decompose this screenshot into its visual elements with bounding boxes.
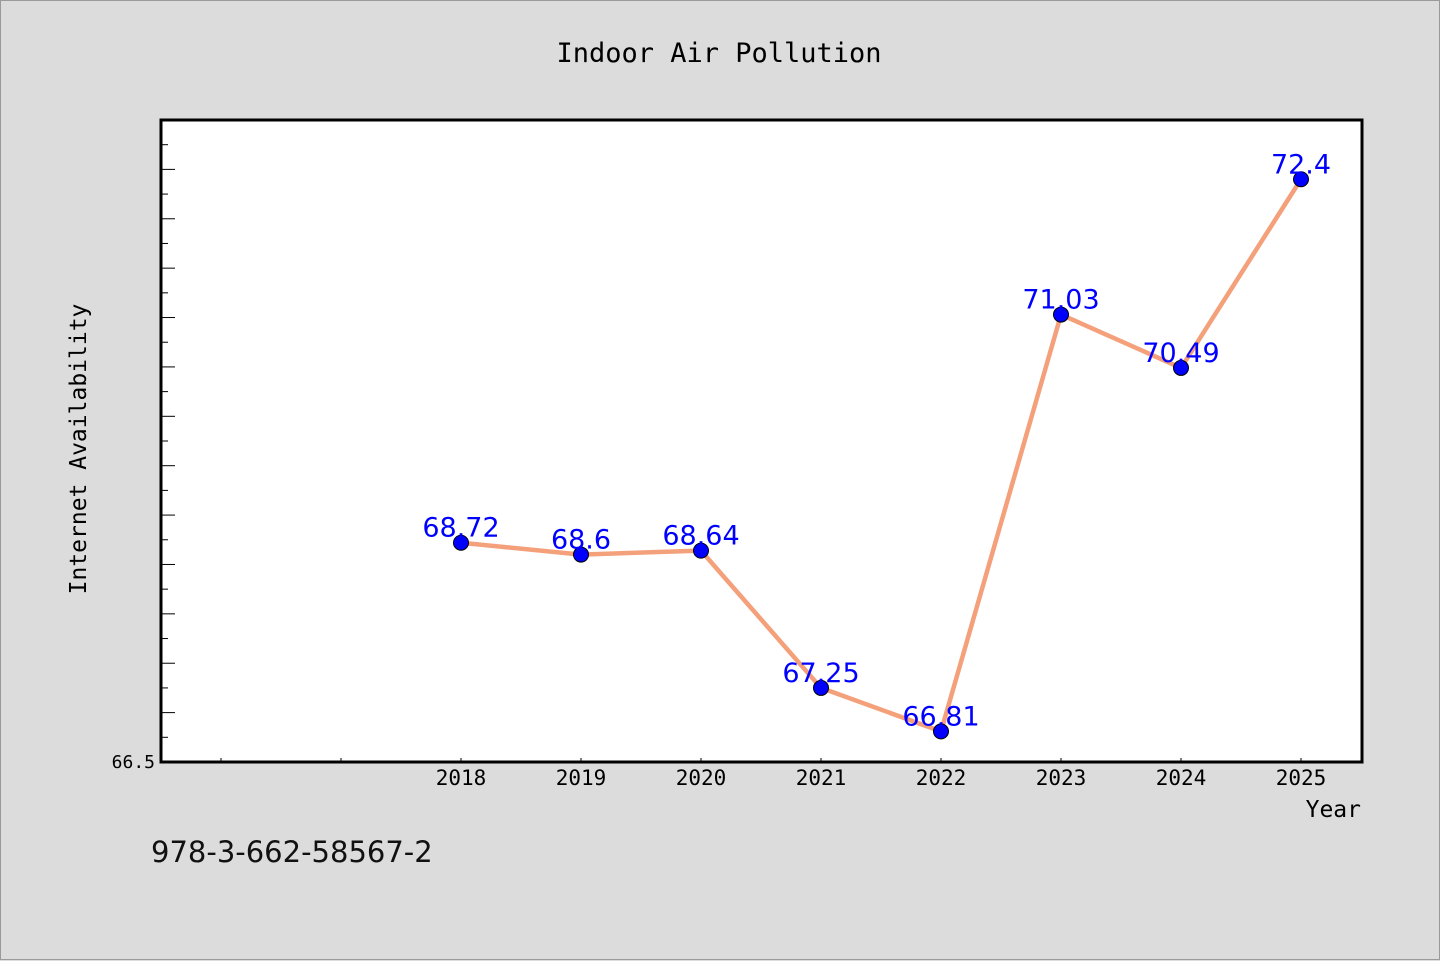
isbn-code: 978-3-662-58567-2	[151, 835, 433, 869]
data-label: 66.81	[902, 701, 979, 732]
y-axis-label: Internet Availability	[66, 304, 92, 595]
y-tick-label: 66.5	[112, 752, 155, 773]
data-point	[933, 723, 949, 740]
x-tick-label: 2025	[1276, 766, 1327, 790]
x-tick-label: 2018	[436, 766, 487, 790]
chart-title: Indoor Air Pollution	[556, 38, 881, 69]
data-point	[1053, 306, 1069, 323]
x-tick-label: 2022	[916, 766, 967, 790]
data-point	[1293, 171, 1309, 188]
x-tick-label: 2021	[796, 766, 847, 790]
data-point	[1173, 359, 1189, 376]
x-tick-label: 2020	[676, 766, 727, 790]
data-label: 68.72	[422, 513, 499, 544]
x-axis-label: Year	[1306, 797, 1361, 823]
data-point	[453, 534, 469, 551]
series-line-group	[458, 177, 1304, 734]
x-tick-label: 2019	[556, 766, 607, 790]
data-label: 70.49	[1142, 338, 1219, 369]
data-label: 71.03	[1022, 285, 1099, 316]
data-label: 72.4	[1271, 149, 1331, 180]
y-axis-ticks	[161, 119, 175, 763]
x-tick-label: 2024	[1156, 766, 1207, 790]
data-labels: 68.72 68.6 68.64 67.25 66.81 71.03 70.49 72.4	[422, 149, 1331, 732]
x-tick-labels: 2018 2019 2020 2021 2022 2023 2024 2025	[436, 766, 1327, 790]
data-point	[813, 679, 829, 696]
series-line	[458, 177, 1304, 734]
x-tick-label: 2023	[1036, 766, 1087, 790]
data-label: 67.25	[782, 658, 859, 689]
series-markers	[453, 171, 1309, 740]
data-point	[573, 546, 589, 563]
plot-area	[159, 118, 1364, 764]
data-label: 68.6	[551, 525, 611, 556]
data-label: 68.64	[662, 521, 739, 552]
data-point	[693, 542, 709, 559]
x-axis-ticks	[220, 758, 1302, 762]
